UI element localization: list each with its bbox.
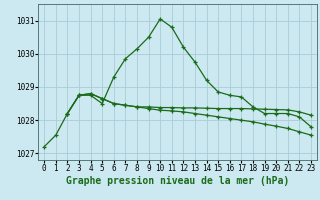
X-axis label: Graphe pression niveau de la mer (hPa): Graphe pression niveau de la mer (hPa) xyxy=(66,176,289,186)
